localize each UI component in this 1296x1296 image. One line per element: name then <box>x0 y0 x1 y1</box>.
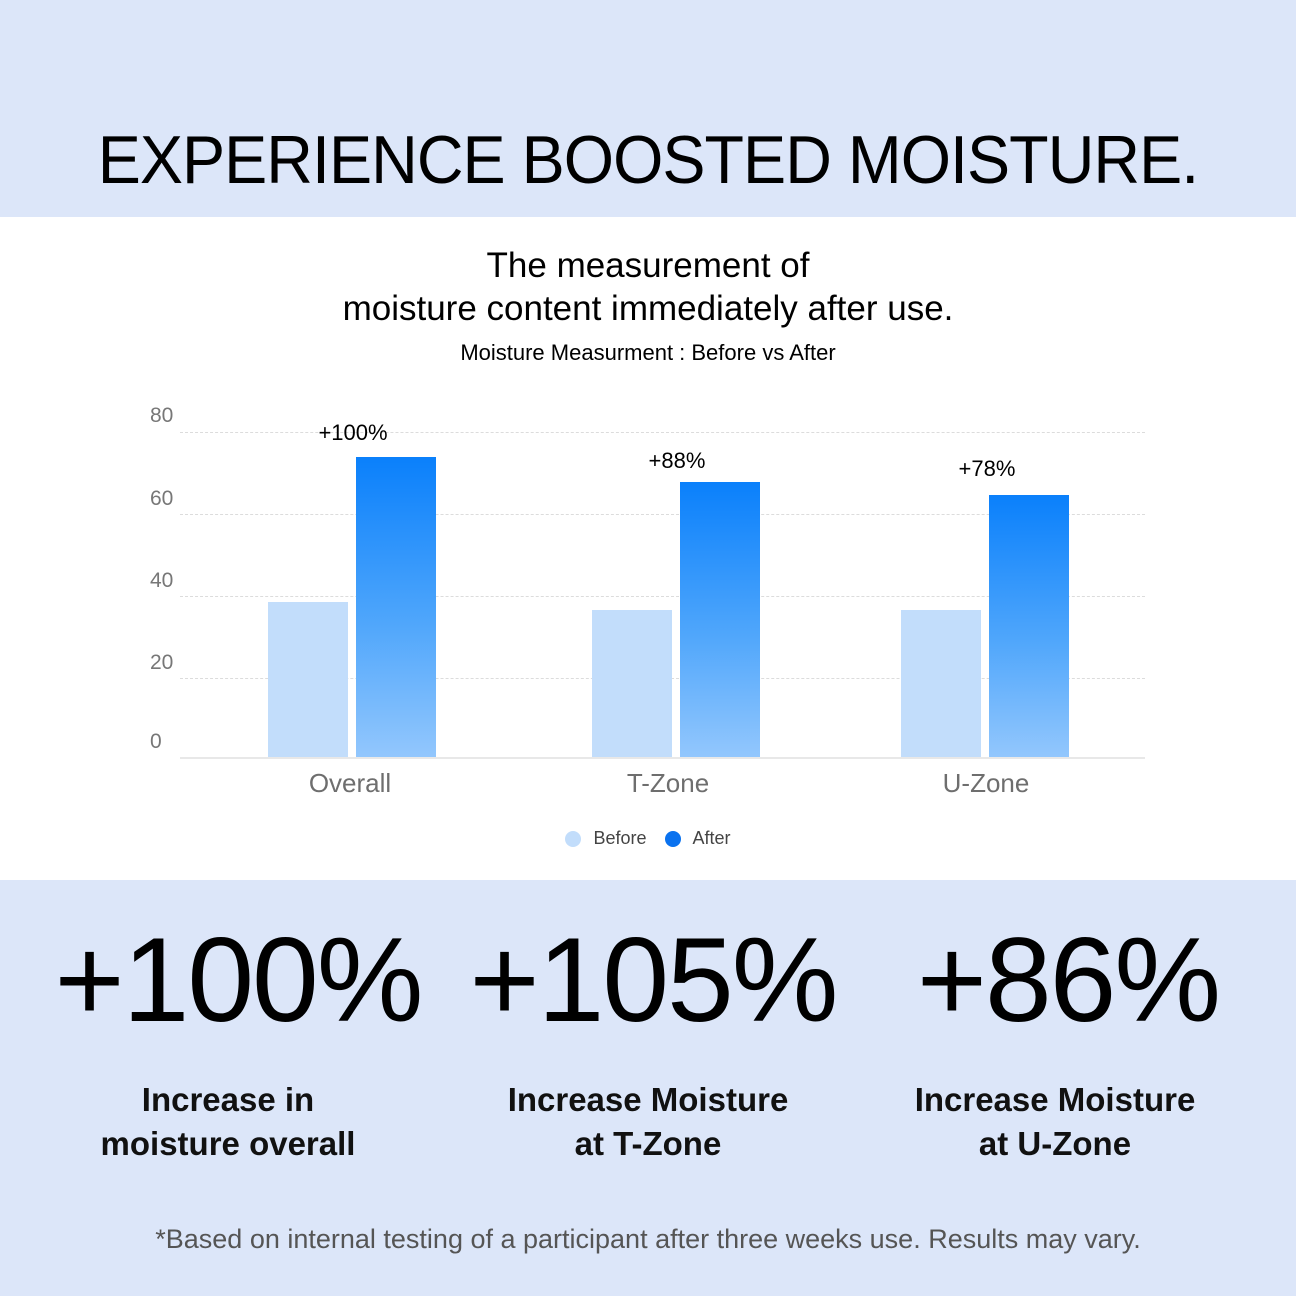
stat-desc-line2: at T-Zone <box>574 1125 722 1162</box>
y-tick-60: 60 <box>150 487 174 510</box>
chart-legend: Before After <box>0 828 1296 849</box>
subtitle-line-2: moisture content immediately after use. <box>342 289 954 328</box>
y-tick-0: 0 <box>150 730 162 753</box>
stat-desc-overall: Increase in moisture overall <box>18 1078 438 1166</box>
bar-tzone-before <box>592 610 672 758</box>
bar-chart: 80 60 40 20 0 +100% +88% +78% Overall T-… <box>150 404 1150 810</box>
stat-desc-line2: at U-Zone <box>978 1125 1132 1162</box>
gridline <box>180 514 1145 515</box>
stat-tzone: +105% <box>443 915 863 1045</box>
stat-desc-tzone: Increase Moisture at T-Zone <box>438 1078 858 1166</box>
y-tick-20: 20 <box>150 651 174 674</box>
stat-desc-line1: Increase Moisture <box>914 1081 1196 1118</box>
subtitle-line-1: The measurement of <box>486 246 810 285</box>
stat-value-tzone: +105% <box>469 913 839 1047</box>
footnote: *Based on internal testing of a particip… <box>155 1224 1141 1254</box>
header-band <box>0 0 1296 217</box>
annotation-tzone: +88% <box>648 448 706 473</box>
gridline <box>180 432 1145 433</box>
stat-value-uzone: +86% <box>916 913 1221 1047</box>
headline: EXPERIENCE BOOSTED MOISTURE. <box>97 122 1199 198</box>
chart-title: Moisture Measurment : Before vs After <box>460 340 836 365</box>
y-tick-80: 80 <box>150 404 174 427</box>
legend-item-after[interactable]: After <box>664 828 731 849</box>
x-label-overall: Overall <box>308 768 392 798</box>
stat-desc-uzone: Increase Moisture at U-Zone <box>845 1078 1265 1166</box>
annotation-uzone: +78% <box>958 456 1016 481</box>
stats-band <box>0 880 1296 1296</box>
bar-overall-before <box>268 602 348 758</box>
y-tick-40: 40 <box>150 569 174 592</box>
stat-desc-line1: Increase Moisture <box>507 1081 789 1118</box>
legend-dot-after-icon <box>664 830 681 847</box>
stat-overall: +100% <box>28 915 448 1045</box>
stat-value-overall: +100% <box>54 913 424 1047</box>
bar-uzone-after <box>989 495 1069 758</box>
bar-tzone-after <box>680 482 760 758</box>
stat-desc-line2: moisture overall <box>100 1125 356 1162</box>
annotation-overall: +100% <box>318 420 388 445</box>
stat-uzone: +86% <box>858 915 1278 1045</box>
gridline <box>180 596 1145 597</box>
legend-item-before[interactable]: Before <box>565 828 647 849</box>
legend-dot-before-icon <box>565 830 582 847</box>
x-axis <box>180 757 1145 759</box>
stat-desc-line1: Increase in <box>141 1081 315 1118</box>
legend-label-after: After <box>692 828 731 848</box>
x-label-uzone: U-Zone <box>942 768 1030 798</box>
legend-label-before: Before <box>593 828 647 848</box>
bar-overall-after <box>356 457 436 758</box>
bar-uzone-before <box>901 610 981 758</box>
x-label-tzone: T-Zone <box>626 768 710 798</box>
